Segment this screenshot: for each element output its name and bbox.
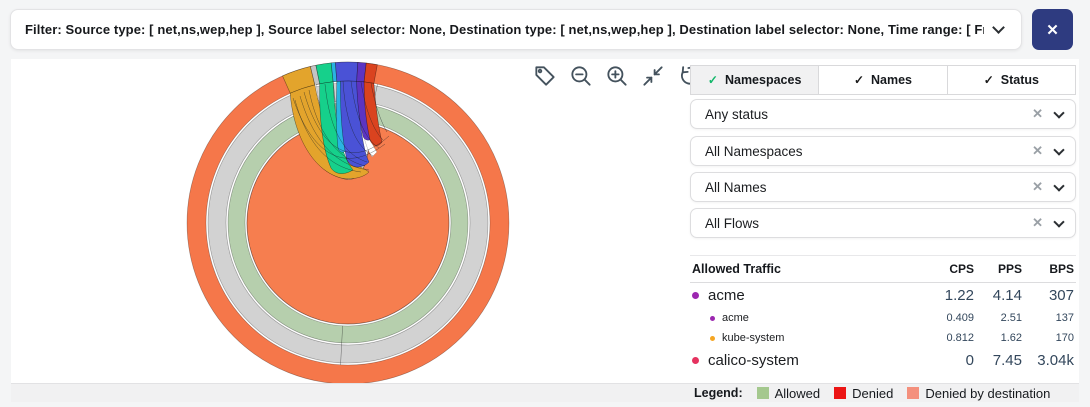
legend-bar: Legend: Allowed Denied Denied by destina… <box>11 383 1079 402</box>
close-icon: ✕ <box>1046 21 1059 39</box>
tab-status[interactable]: ✓ Status <box>947 65 1076 95</box>
table-header: Allowed Traffic CPS PPS BPS <box>690 255 1076 283</box>
filter-summary-text: Filter: Source type: [ net,ns,wep,hep ],… <box>25 22 984 37</box>
table-row[interactable]: calico-system 0 7.45 3.04k <box>690 348 1076 373</box>
chevron-down-icon[interactable] <box>1053 215 1065 228</box>
zoom-out-icon[interactable] <box>567 62 595 90</box>
chord-diagram[interactable] <box>183 60 513 388</box>
collapse-icon[interactable] <box>639 62 667 90</box>
tab-namespaces[interactable]: ✓ Namespaces <box>690 65 820 95</box>
legend-item-denied-by-destination: Denied by destination <box>907 386 1050 401</box>
table-title: Allowed Traffic <box>692 262 781 276</box>
legend-item-allowed: Allowed <box>756 386 820 401</box>
chevron-down-icon[interactable] <box>1053 143 1065 156</box>
namespace-dot-icon <box>692 357 699 364</box>
clear-icon[interactable]: ✕ <box>1032 143 1043 158</box>
column-bps: BPS <box>1049 262 1074 276</box>
chevron-down-icon[interactable] <box>992 21 1005 34</box>
filter-close-button[interactable]: ✕ <box>1032 9 1073 50</box>
check-icon: ✓ <box>853 73 865 87</box>
namespace-dot-icon <box>692 292 699 299</box>
denied-swatch-icon <box>834 387 847 399</box>
chevron-down-icon[interactable] <box>1053 106 1065 119</box>
legend-title: Legend: <box>694 386 743 400</box>
allowed-swatch-icon <box>756 387 769 399</box>
column-cps: CPS <box>949 262 974 276</box>
flows-select[interactable]: All Flows ✕ <box>690 208 1076 238</box>
denied-by-destination-swatch-icon <box>907 387 920 399</box>
check-icon: ✓ <box>983 73 994 87</box>
tag-icon[interactable] <box>531 62 559 90</box>
red-ribbon <box>363 81 383 146</box>
check-icon: ✓ <box>707 73 718 87</box>
clear-icon[interactable]: ✕ <box>1032 215 1043 230</box>
filter-summary-bar[interactable]: Filter: Source type: [ net,ns,wep,hep ],… <box>10 9 1022 50</box>
namespace-dot-icon <box>710 335 715 341</box>
ring-outlines <box>186 61 510 385</box>
legend-item-denied: Denied <box>834 386 893 401</box>
table-row[interactable]: acme 1.22 4.14 307 <box>690 283 1076 308</box>
filter-tabs: ✓ Namespaces ✓ Names ✓ Status <box>690 65 1076 95</box>
tab-names[interactable]: ✓ Names <box>819 65 948 95</box>
allowed-traffic-table: Allowed Traffic CPS PPS BPS acme 1.22 4.… <box>690 255 1076 373</box>
gold-ribbon <box>289 84 370 179</box>
clear-icon[interactable]: ✕ <box>1032 179 1043 194</box>
names-select[interactable]: All Names ✕ <box>690 172 1076 202</box>
column-pps: PPS <box>997 262 1022 276</box>
chart-toolbar <box>531 62 703 90</box>
arc-segment-blue[interactable] <box>335 61 359 82</box>
status-select[interactable]: Any status ✕ <box>690 99 1076 129</box>
namespaces-select[interactable]: All Namespaces ✕ <box>690 136 1076 166</box>
table-row[interactable]: kube-system 0.812 1.62 170 <box>690 328 1076 348</box>
namespace-dot-icon <box>710 315 715 321</box>
zoom-in-icon[interactable] <box>603 62 631 90</box>
table-row[interactable]: acme 0.409 2.51 137 <box>690 308 1076 328</box>
chevron-down-icon[interactable] <box>1053 179 1065 192</box>
clear-icon[interactable]: ✕ <box>1032 106 1043 121</box>
